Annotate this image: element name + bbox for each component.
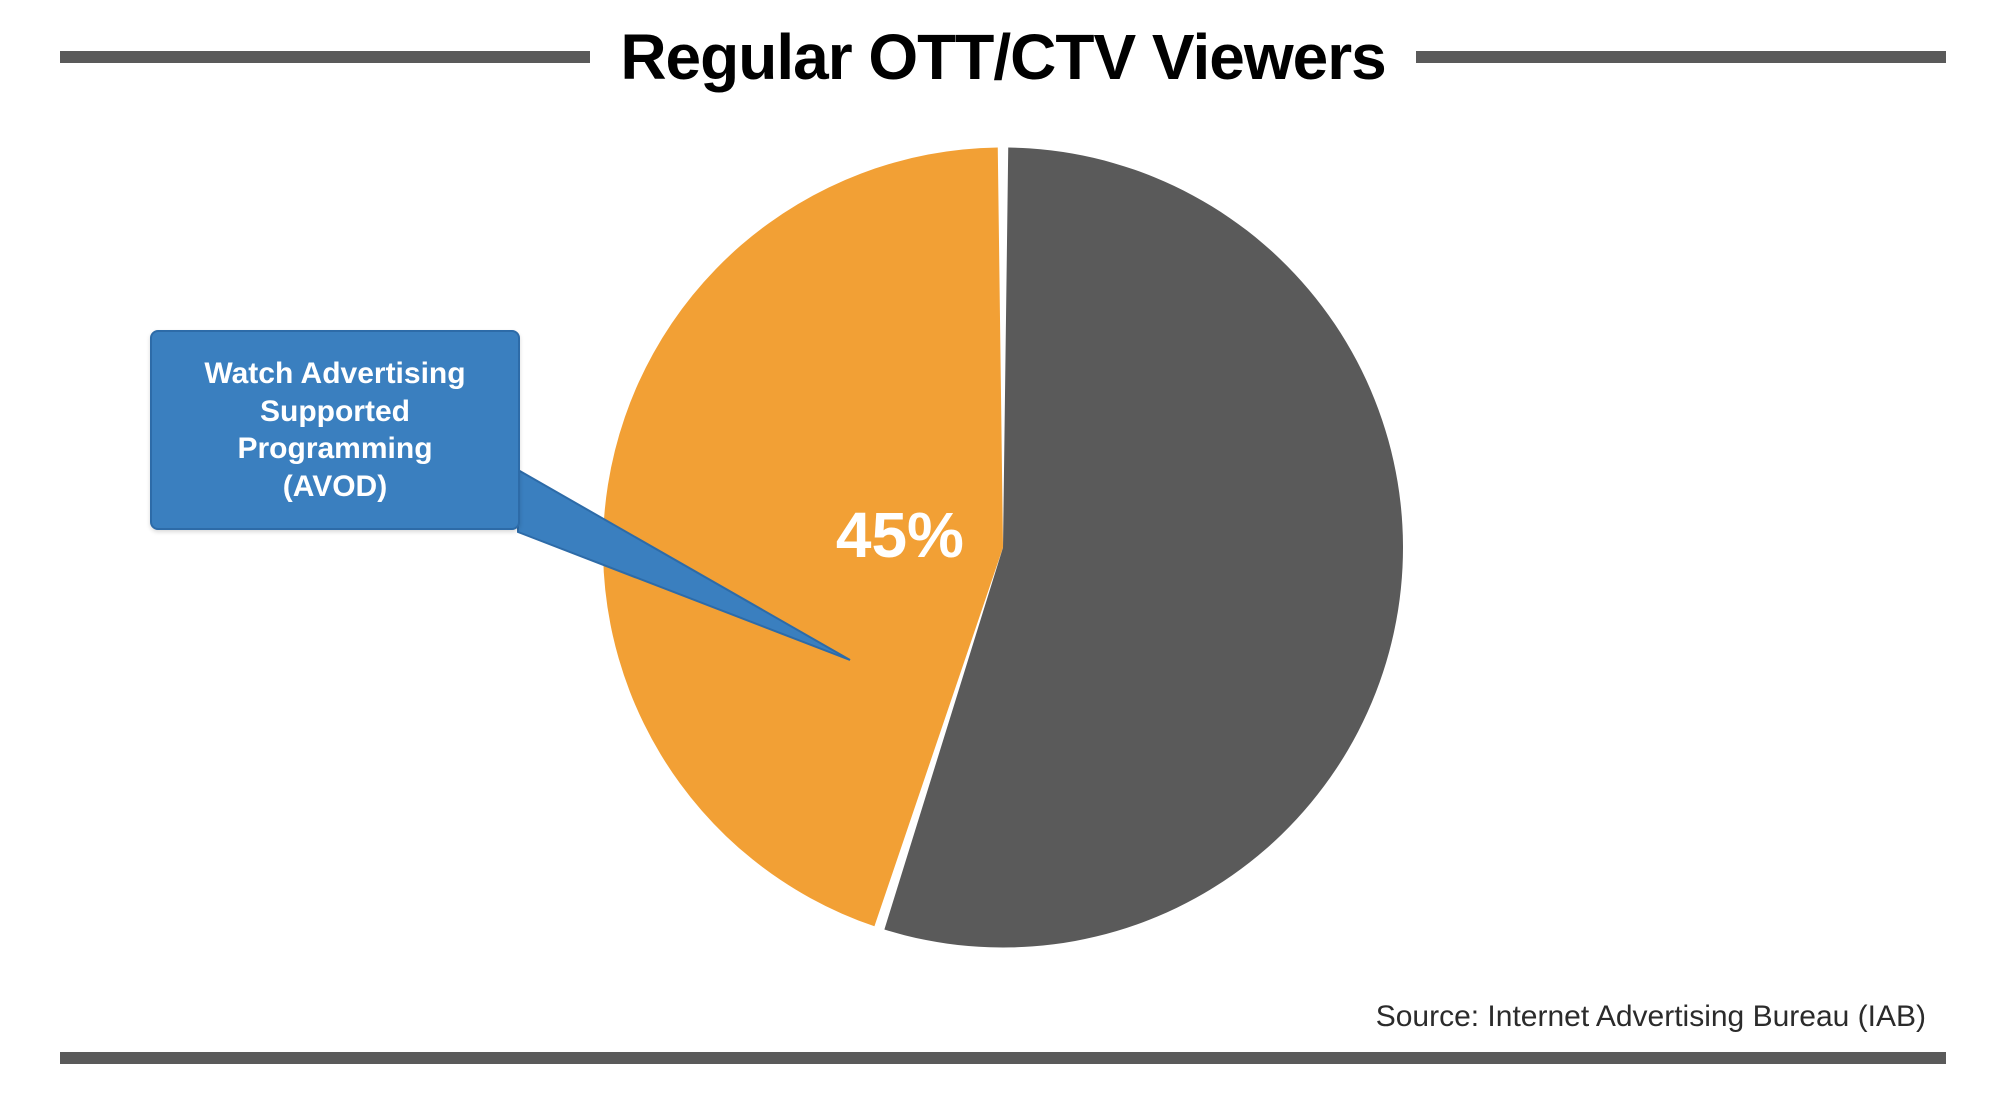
chart-area: Watch AdvertisingSupportedProgramming(AV… <box>0 120 2006 980</box>
source-attribution: Source: Internet Advertising Bureau (IAB… <box>1376 1000 1926 1034</box>
page-title: Regular OTT/CTV Viewers <box>620 20 1385 94</box>
slice-percent-label: 45% <box>836 498 964 572</box>
callout-line: Programming <box>237 430 432 468</box>
callout-pointer-icon <box>0 120 2006 980</box>
title-bar-left <box>60 51 590 63</box>
callout-box: Watch AdvertisingSupportedProgramming(AV… <box>150 330 520 530</box>
bottom-bar <box>60 1052 1946 1064</box>
callout-line: Supported <box>260 393 410 431</box>
callout-line: Watch Advertising <box>204 355 465 393</box>
title-row: Regular OTT/CTV Viewers <box>0 20 2006 94</box>
title-bar-right <box>1416 51 1946 63</box>
callout-pointer-shape <box>518 470 850 660</box>
callout-line: (AVOD) <box>283 468 387 506</box>
